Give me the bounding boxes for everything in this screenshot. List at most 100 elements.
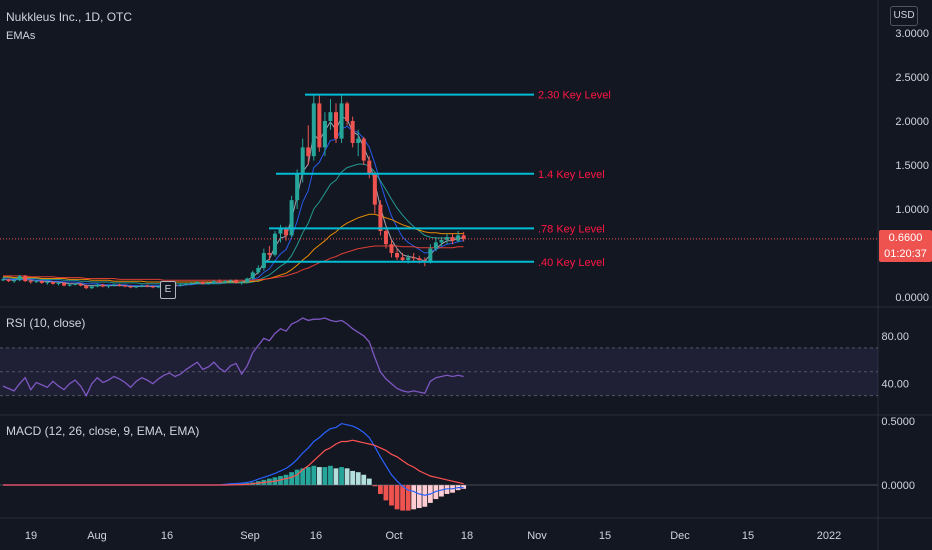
candle-body	[100, 284, 105, 287]
signal-line	[3, 439, 464, 486]
candle-body	[284, 228, 289, 236]
macd-histogram-bar	[416, 485, 422, 509]
candle-body	[178, 284, 183, 286]
macd-histogram-bar	[405, 485, 411, 511]
candle-body	[17, 275, 22, 281]
macd-histogram-bar	[444, 485, 450, 494]
candle-body	[345, 103, 350, 121]
candle-body	[95, 284, 100, 287]
candle-body	[461, 235, 466, 239]
candle-body	[73, 283, 78, 285]
macd-histogram-bar	[394, 485, 400, 510]
candle-body	[106, 285, 111, 287]
time-tick-label: 2022	[817, 530, 841, 542]
price-tick-label: 2.0000	[895, 116, 929, 128]
candle-body	[195, 282, 200, 284]
candle-body	[311, 103, 316, 157]
macd-histogram-bar	[278, 476, 283, 485]
macd-histogram-bar	[378, 485, 383, 494]
candle-body	[295, 173, 300, 201]
time-tick-label: Nov	[527, 530, 547, 542]
macd-tick-label: 0.0000	[881, 480, 915, 492]
time-tick-label: 15	[599, 530, 611, 542]
candle-body	[156, 286, 161, 288]
candle-body	[184, 283, 189, 285]
candle-body	[6, 279, 11, 282]
candle-body	[34, 281, 39, 283]
candle-body	[67, 284, 72, 286]
candle-body	[56, 282, 61, 284]
candle-body	[289, 200, 294, 236]
candle-body	[300, 147, 305, 174]
key-level-label: 1.4 Key Level	[538, 169, 605, 181]
price-tick-label: 1.0000	[895, 204, 929, 216]
candle-body	[439, 239, 444, 243]
candle-body	[228, 280, 233, 282]
candle-body	[278, 228, 283, 234]
macd-histogram-bar	[316, 467, 322, 485]
candle-body	[128, 286, 133, 288]
ema-line	[3, 213, 464, 283]
candle-body	[428, 248, 433, 262]
time-tick-label: 16	[310, 530, 322, 542]
macd-title[interactable]: MACD (12, 26, close, 9, EMA, EMA)	[6, 424, 200, 438]
candle-body	[339, 103, 344, 139]
price-tick-label: 0.0000	[895, 292, 929, 304]
candle-body	[123, 285, 128, 287]
candle-body	[78, 283, 83, 286]
key-level-label: 2.30 Key Level	[538, 90, 611, 102]
rsi-line	[2, 317, 464, 398]
candle-body	[256, 267, 261, 273]
candle-body	[361, 138, 366, 161]
ema-line	[3, 163, 464, 285]
candle-body	[145, 285, 150, 287]
time-tick-label: 16	[161, 530, 173, 542]
candle-body	[395, 253, 400, 258]
candle-body	[350, 121, 355, 143]
candle-body	[250, 272, 255, 279]
macd-histogram-bar	[350, 470, 356, 485]
candle-body	[383, 231, 388, 245]
candle-body	[356, 138, 361, 143]
time-tick-label: Dec	[670, 530, 690, 542]
rsi-title[interactable]: RSI (10, close)	[6, 316, 86, 330]
candle-body	[378, 204, 383, 231]
price-tick-label: 2.5000	[895, 72, 929, 84]
candle-body	[12, 280, 17, 282]
candle-body	[317, 103, 322, 148]
symbol-title[interactable]: Nukkleus Inc., 1D, OTC	[6, 10, 133, 24]
macd-histogram-bar	[333, 468, 339, 485]
candle-body	[334, 112, 338, 139]
macd-histogram-bar	[355, 472, 361, 485]
candle-body	[367, 160, 372, 174]
earnings-marker[interactable]: E	[160, 281, 176, 299]
candle-body	[322, 121, 327, 148]
indicator-label[interactable]: EMAs	[6, 30, 36, 42]
macd-histogram-bar	[305, 467, 311, 485]
candle-body	[456, 235, 461, 241]
macd-histogram-bar	[372, 485, 378, 487]
candle-body	[245, 278, 250, 283]
price-tick-label: 3.0000	[895, 28, 929, 40]
currency-badge[interactable]: USD	[890, 6, 918, 26]
time-tick-label: 15	[742, 530, 754, 542]
candle-body	[200, 282, 205, 284]
candle-body	[328, 112, 333, 121]
macd-histogram-bar	[328, 465, 333, 485]
key-level-label: .40 Key Level	[538, 257, 605, 269]
candle-body	[84, 285, 89, 289]
macd-tick-label: 0.5000	[881, 416, 915, 428]
candle-body	[217, 281, 222, 283]
time-tick-label: Aug	[87, 530, 107, 542]
macd-histogram-bar	[300, 468, 306, 485]
rsi-tick-label: 80.00	[881, 331, 909, 343]
last-price-badge: 0.6600	[879, 230, 932, 246]
candle-body	[406, 257, 411, 261]
candle-body	[306, 147, 311, 157]
candle-body	[261, 253, 266, 268]
ema-line	[3, 245, 464, 281]
candle-body	[150, 286, 155, 288]
